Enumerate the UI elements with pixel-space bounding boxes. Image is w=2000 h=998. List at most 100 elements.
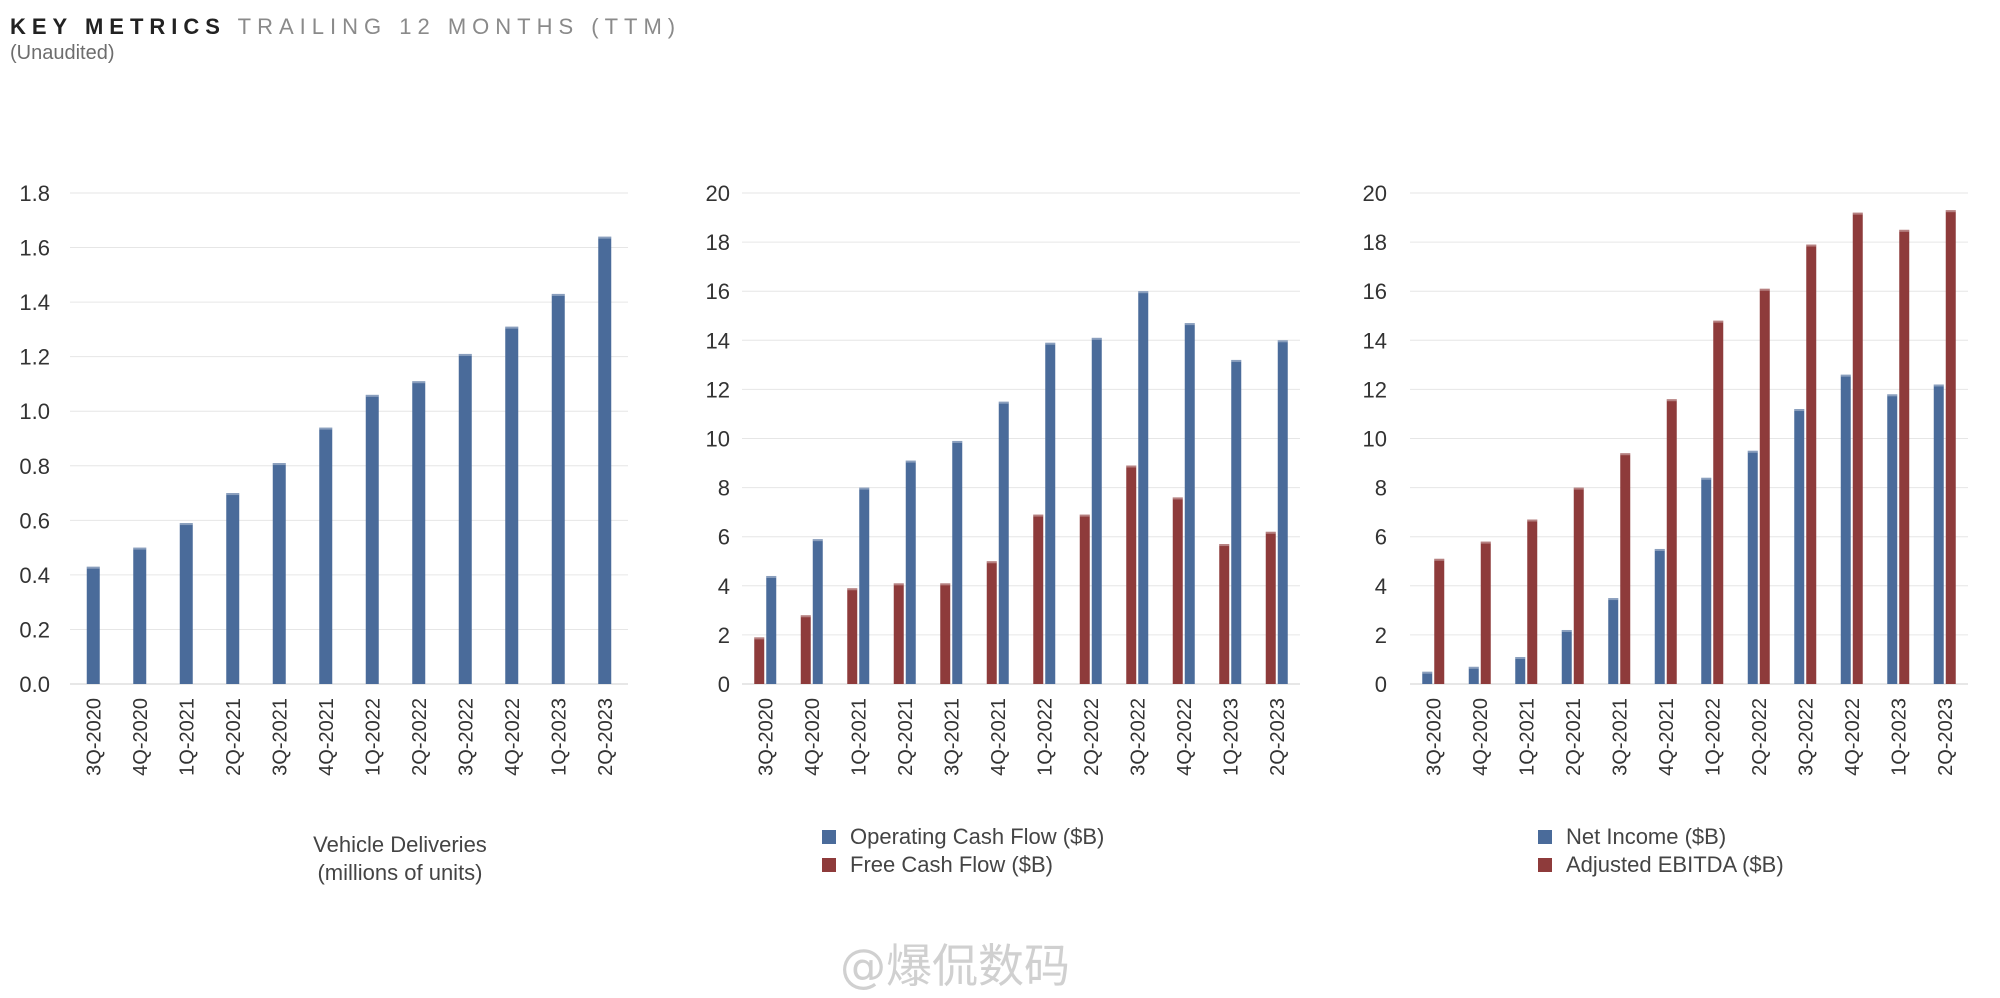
- bar-highlight: [859, 487, 870, 490]
- x-tick-label: 4Q-2022: [1174, 698, 1196, 776]
- bar-highlight: [1480, 541, 1491, 544]
- bar: [1277, 340, 1288, 684]
- bar: [551, 293, 565, 684]
- bar: [1184, 323, 1195, 684]
- bar-highlight: [1138, 291, 1149, 294]
- page-subtitle: (Unaudited): [10, 42, 115, 64]
- x-tick-label: 3Q-2022: [455, 698, 477, 776]
- bar-highlight: [1608, 598, 1619, 601]
- bar-highlight: [754, 637, 765, 640]
- bar-highlight: [133, 547, 147, 550]
- bar: [1527, 519, 1538, 684]
- bar-highlight: [1184, 323, 1195, 326]
- bar: [1033, 514, 1044, 684]
- x-tick-label: 4Q-2020: [1470, 698, 1492, 776]
- chart-panel-1: 0.0 0.2 0.4 0.6 0.8 1.0 1.2 1.4 1.6 1.8 3Q-2020 4Q-…: [19, 181, 628, 885]
- bar-highlight: [1527, 519, 1538, 522]
- bar: [133, 547, 147, 684]
- y-tick-label: 14: [1363, 328, 1387, 353]
- bar-highlight: [1713, 320, 1724, 323]
- y-tick-label: 0.8: [19, 454, 50, 479]
- bar: [754, 637, 765, 684]
- bar-highlight: [1033, 514, 1044, 517]
- bar-highlight: [1468, 666, 1479, 669]
- x-tick-label: 2Q-2022: [409, 698, 431, 776]
- bar-highlight: [1126, 465, 1137, 468]
- bar: [952, 440, 963, 684]
- y-tick-label: 1.2: [19, 345, 50, 370]
- bar: [1620, 453, 1631, 684]
- x-tick-label: 2Q-2023: [1935, 698, 1957, 776]
- x-tick-label: 2Q-2023: [595, 698, 617, 776]
- y-tick-label: 4: [718, 574, 730, 599]
- y-tick-label: 0.4: [19, 563, 50, 588]
- bar: [1654, 548, 1665, 684]
- bar: [365, 394, 379, 684]
- bar: [905, 460, 916, 684]
- page-title: KEY METRICS TRAILING 12 MONTHS (TTM): [10, 14, 681, 40]
- bar-highlight: [1759, 288, 1770, 291]
- legend-label: Adjusted EBITDA ($B): [1566, 852, 1784, 877]
- legend-swatch: [1538, 830, 1552, 844]
- bar-highlight: [1265, 531, 1276, 534]
- x-tick-label: 3Q-2021: [269, 698, 291, 776]
- bar: [412, 381, 426, 684]
- bar: [1747, 450, 1758, 684]
- bar-highlight: [365, 394, 379, 397]
- bar-highlight: [458, 353, 472, 356]
- y-tick-label: 0.0: [19, 672, 50, 697]
- bar-highlight: [800, 615, 811, 618]
- x-tick-label: 1Q-2023: [548, 698, 570, 776]
- bar-highlight: [1422, 671, 1433, 674]
- bar: [998, 401, 1009, 684]
- bar-highlight: [986, 561, 997, 564]
- x-tick-label: 4Q-2021: [988, 698, 1010, 776]
- chart-panel-3: 0 2 4 6 8 10 12 14 16 18 20 3Q-2020 4Q-2020 1Q-2021 2Q…: [1363, 181, 1968, 877]
- x-tick-label: 3Q-2020: [755, 698, 777, 776]
- bar-highlight: [766, 575, 777, 578]
- bar: [1219, 544, 1230, 684]
- y-tick-label: 1.6: [19, 236, 50, 261]
- bar: [1126, 465, 1137, 684]
- y-tick-label: 18: [706, 230, 730, 255]
- x-tick-label: 1Q-2021: [1516, 698, 1538, 776]
- bar-highlight: [1899, 229, 1910, 232]
- watermark-text: @爆侃数码: [840, 939, 1070, 993]
- x-tick-label: 1Q-2021: [848, 698, 870, 776]
- bar-highlight: [893, 583, 904, 586]
- bar: [1434, 558, 1445, 684]
- bar-highlight: [1219, 544, 1230, 547]
- bar: [812, 539, 823, 684]
- x-tick-label: 4Q-2020: [802, 698, 824, 776]
- bar-highlight: [1887, 394, 1898, 397]
- bar: [1666, 399, 1677, 684]
- bar: [272, 463, 286, 684]
- x-tick-label: 2Q-2023: [1267, 698, 1289, 776]
- bar: [1899, 229, 1910, 684]
- bar: [1468, 666, 1479, 684]
- legend-label: Free Cash Flow ($B): [850, 852, 1053, 877]
- bar-highlight: [412, 381, 426, 384]
- bar-highlight: [940, 583, 951, 586]
- y-tick-label: 0: [1375, 672, 1387, 697]
- y-tick-label: 20: [1363, 181, 1387, 206]
- y-tick-label: 4: [1375, 574, 1387, 599]
- x-tick-label: 4Q-2022: [1842, 698, 1864, 776]
- bar-highlight: [1561, 629, 1572, 632]
- y-tick-label: 2: [1375, 623, 1387, 648]
- bar: [1933, 384, 1944, 684]
- bar: [1515, 656, 1526, 684]
- bar-highlight: [1091, 337, 1102, 340]
- chart-panel-2: 0 2 4 6 8 10 12 14 16 18 20 3Q-2020 4Q-2020 1Q-2021 2Q…: [706, 181, 1300, 877]
- y-tick-label: 2: [718, 623, 730, 648]
- bar-highlight: [1701, 477, 1712, 480]
- bar-highlight: [1231, 359, 1242, 362]
- legend-swatch: [822, 830, 836, 844]
- bar: [859, 487, 870, 684]
- y-tick-label: 18: [1363, 230, 1387, 255]
- x-tick-label: 3Q-2022: [1127, 698, 1149, 776]
- bar-highlight: [1172, 497, 1183, 500]
- bar: [1840, 374, 1851, 684]
- x-tick-label: 1Q-2022: [362, 698, 384, 776]
- bar: [86, 566, 100, 684]
